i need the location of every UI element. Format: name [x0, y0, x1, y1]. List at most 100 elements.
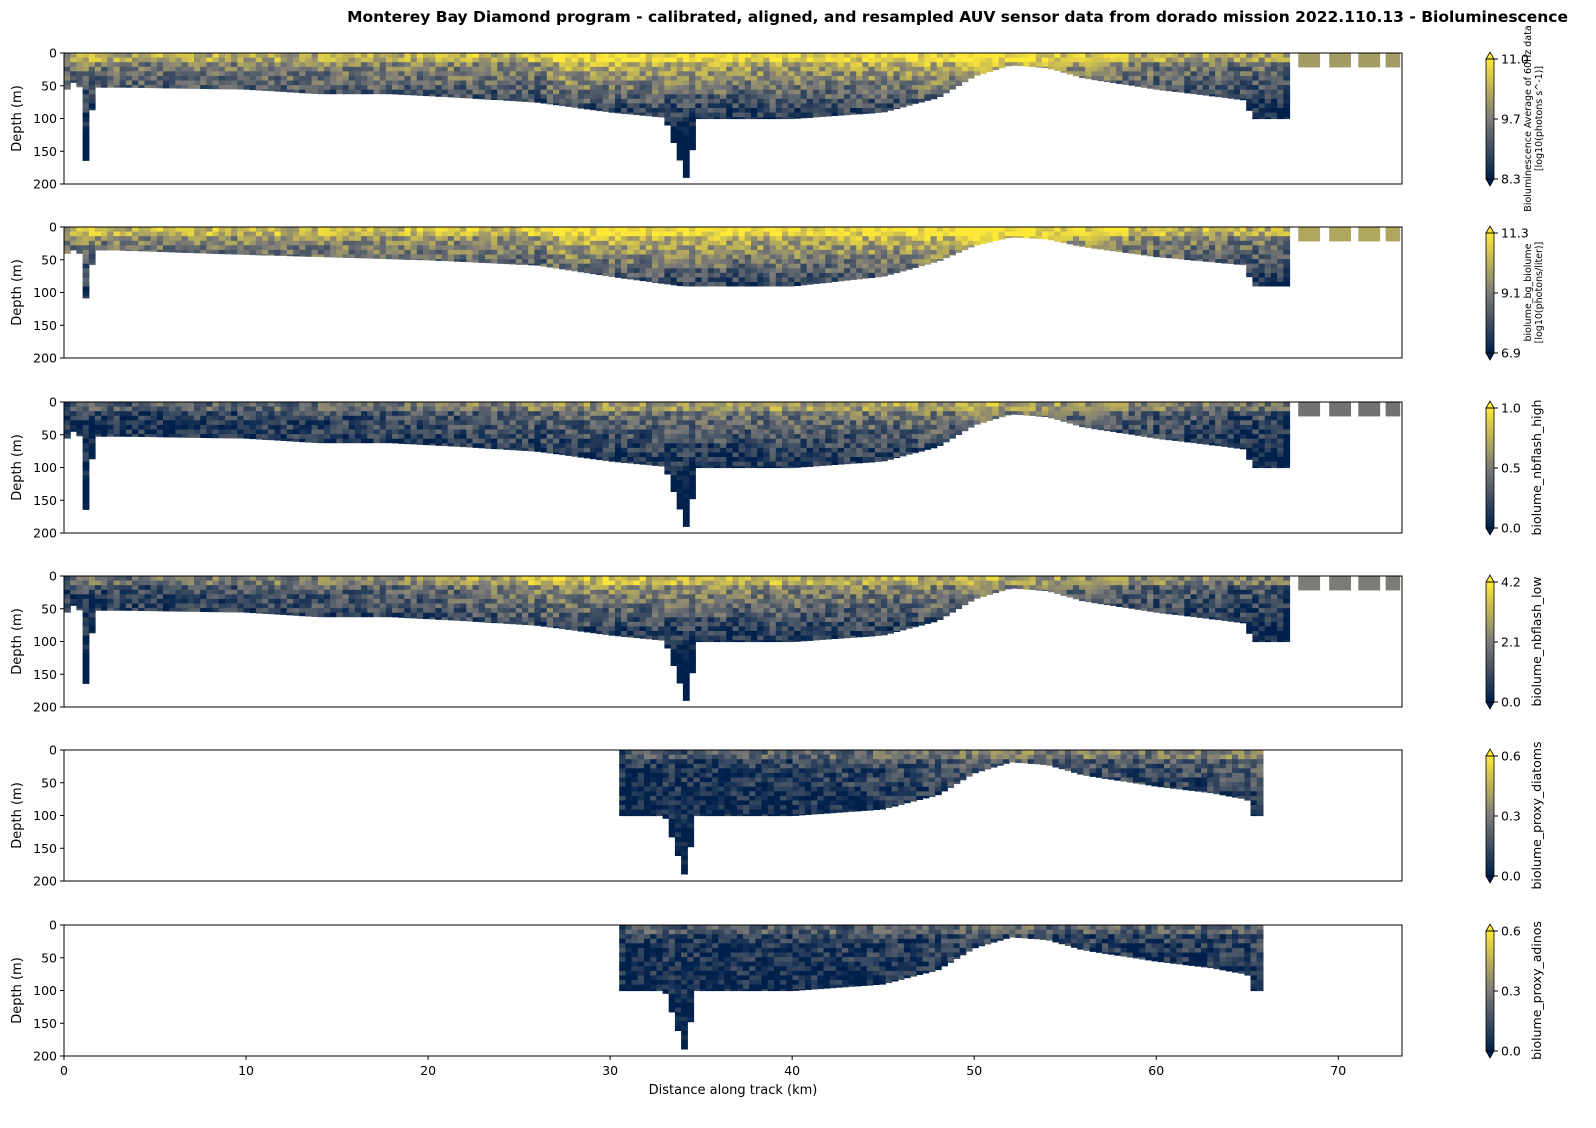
heatmap-cell — [64, 434, 71, 439]
heatmap-cell — [596, 89, 604, 95]
heatmap-cell — [218, 66, 226, 72]
heatmap-cell — [249, 80, 257, 86]
heatmap-cell — [1153, 80, 1161, 86]
heatmap-cell — [744, 268, 752, 274]
heatmap-cell — [224, 231, 232, 237]
heatmap-cell — [274, 420, 282, 426]
heatmap-cell — [472, 80, 480, 86]
heatmap-cell — [447, 57, 455, 63]
heatmap-cell — [528, 447, 535, 452]
heatmap-cell — [528, 443, 535, 449]
heatmap-cell — [107, 75, 115, 82]
heatmap-cell — [1171, 245, 1179, 251]
heatmap-cell — [571, 89, 579, 95]
heatmap-cell — [435, 429, 443, 435]
heatmap-cell — [64, 411, 71, 417]
heatmap-cell — [1215, 94, 1222, 98]
heatmap-cell — [998, 57, 1006, 63]
heatmap-cell — [1270, 117, 1278, 120]
heatmap-cell — [887, 259, 894, 265]
heatmap-cell — [701, 272, 709, 279]
heatmap-cell — [862, 259, 870, 265]
heatmap-cell — [534, 85, 542, 91]
heatmap-cell — [212, 231, 220, 237]
heatmap-cell — [497, 434, 505, 440]
heatmap-cell — [144, 66, 152, 72]
heatmap-cell — [515, 57, 523, 63]
heatmap-cell — [571, 434, 579, 440]
heatmap-cell — [639, 457, 647, 463]
heatmap-cell — [1233, 75, 1241, 82]
heatmap-cell — [1178, 53, 1185, 59]
heatmap-cell — [280, 420, 288, 426]
heatmap-cell — [967, 71, 975, 77]
heatmap-cell — [194, 227, 201, 233]
heatmap-cell — [862, 277, 870, 279]
heatmap-cell — [831, 62, 839, 68]
heatmap-cell — [627, 268, 634, 274]
heatmap-cell — [64, 429, 71, 435]
heatmap-cell — [497, 231, 505, 237]
heatmap-cell — [1264, 112, 1272, 118]
heatmap-cell — [924, 254, 932, 260]
heatmap-cell — [1221, 89, 1229, 95]
heatmap-cell — [887, 98, 894, 104]
heatmap-cell — [373, 411, 381, 417]
heatmap-cell — [757, 85, 764, 91]
heatmap-cell — [249, 57, 257, 63]
heatmap-cell — [633, 254, 641, 260]
heatmap-cell — [621, 415, 628, 421]
heatmap-cell — [82, 452, 90, 458]
heatmap-cell — [410, 66, 418, 72]
heatmap-cell — [713, 461, 721, 467]
heatmap-cell — [782, 254, 789, 260]
heatmap-cell — [379, 236, 387, 242]
heatmap-cell — [627, 227, 634, 233]
heatmap-cell — [522, 259, 529, 265]
heatmap-cell — [1283, 249, 1291, 256]
heatmap-cell — [621, 457, 628, 463]
heatmap-cell — [775, 240, 783, 246]
heatmap-cell — [652, 236, 659, 242]
heatmap-cell — [1233, 98, 1241, 100]
heatmap-cell — [70, 420, 77, 426]
heatmap-cell — [602, 249, 610, 256]
heatmap-cell — [484, 62, 492, 68]
heatmap-cell — [385, 62, 393, 68]
heatmap-cell — [936, 53, 944, 59]
heatmap-cell — [101, 227, 108, 233]
heatmap-cell — [1277, 98, 1284, 104]
heatmap-cell — [955, 227, 963, 233]
heatmap-cell — [930, 62, 938, 68]
heatmap-cell — [515, 263, 523, 265]
heatmap-cell — [806, 89, 814, 95]
heatmap-cell — [138, 415, 146, 421]
heatmap-cell — [132, 415, 139, 421]
heatmap-cell — [769, 231, 777, 237]
heatmap-cell — [614, 71, 622, 77]
heatmap-cell — [676, 98, 684, 104]
heatmap-cell — [670, 272, 678, 279]
heatmap-cell — [701, 117, 709, 120]
heatmap-cell — [621, 402, 628, 408]
heatmap-cell — [831, 272, 839, 279]
heatmap-cell — [862, 103, 870, 109]
heatmap-cell — [194, 80, 201, 86]
heatmap-cell — [113, 227, 121, 233]
heatmap-cell — [330, 57, 337, 63]
heatmap-cell — [800, 103, 808, 109]
heatmap-cell — [491, 85, 498, 91]
heatmap-cell — [899, 85, 907, 91]
heatmap-cell — [658, 112, 665, 118]
heatmap-cell — [1091, 75, 1099, 81]
heatmap-cell — [856, 259, 863, 265]
heatmap-cell — [874, 75, 882, 82]
heatmap-cell — [664, 66, 672, 72]
heatmap-cell — [1103, 75, 1111, 82]
heatmap-cell — [1103, 236, 1111, 242]
heatmap-cell — [621, 411, 628, 417]
heatmap-cell — [621, 57, 628, 63]
heatmap-cell — [707, 75, 715, 82]
heatmap-cell — [893, 268, 901, 274]
heatmap-cell — [627, 438, 634, 444]
